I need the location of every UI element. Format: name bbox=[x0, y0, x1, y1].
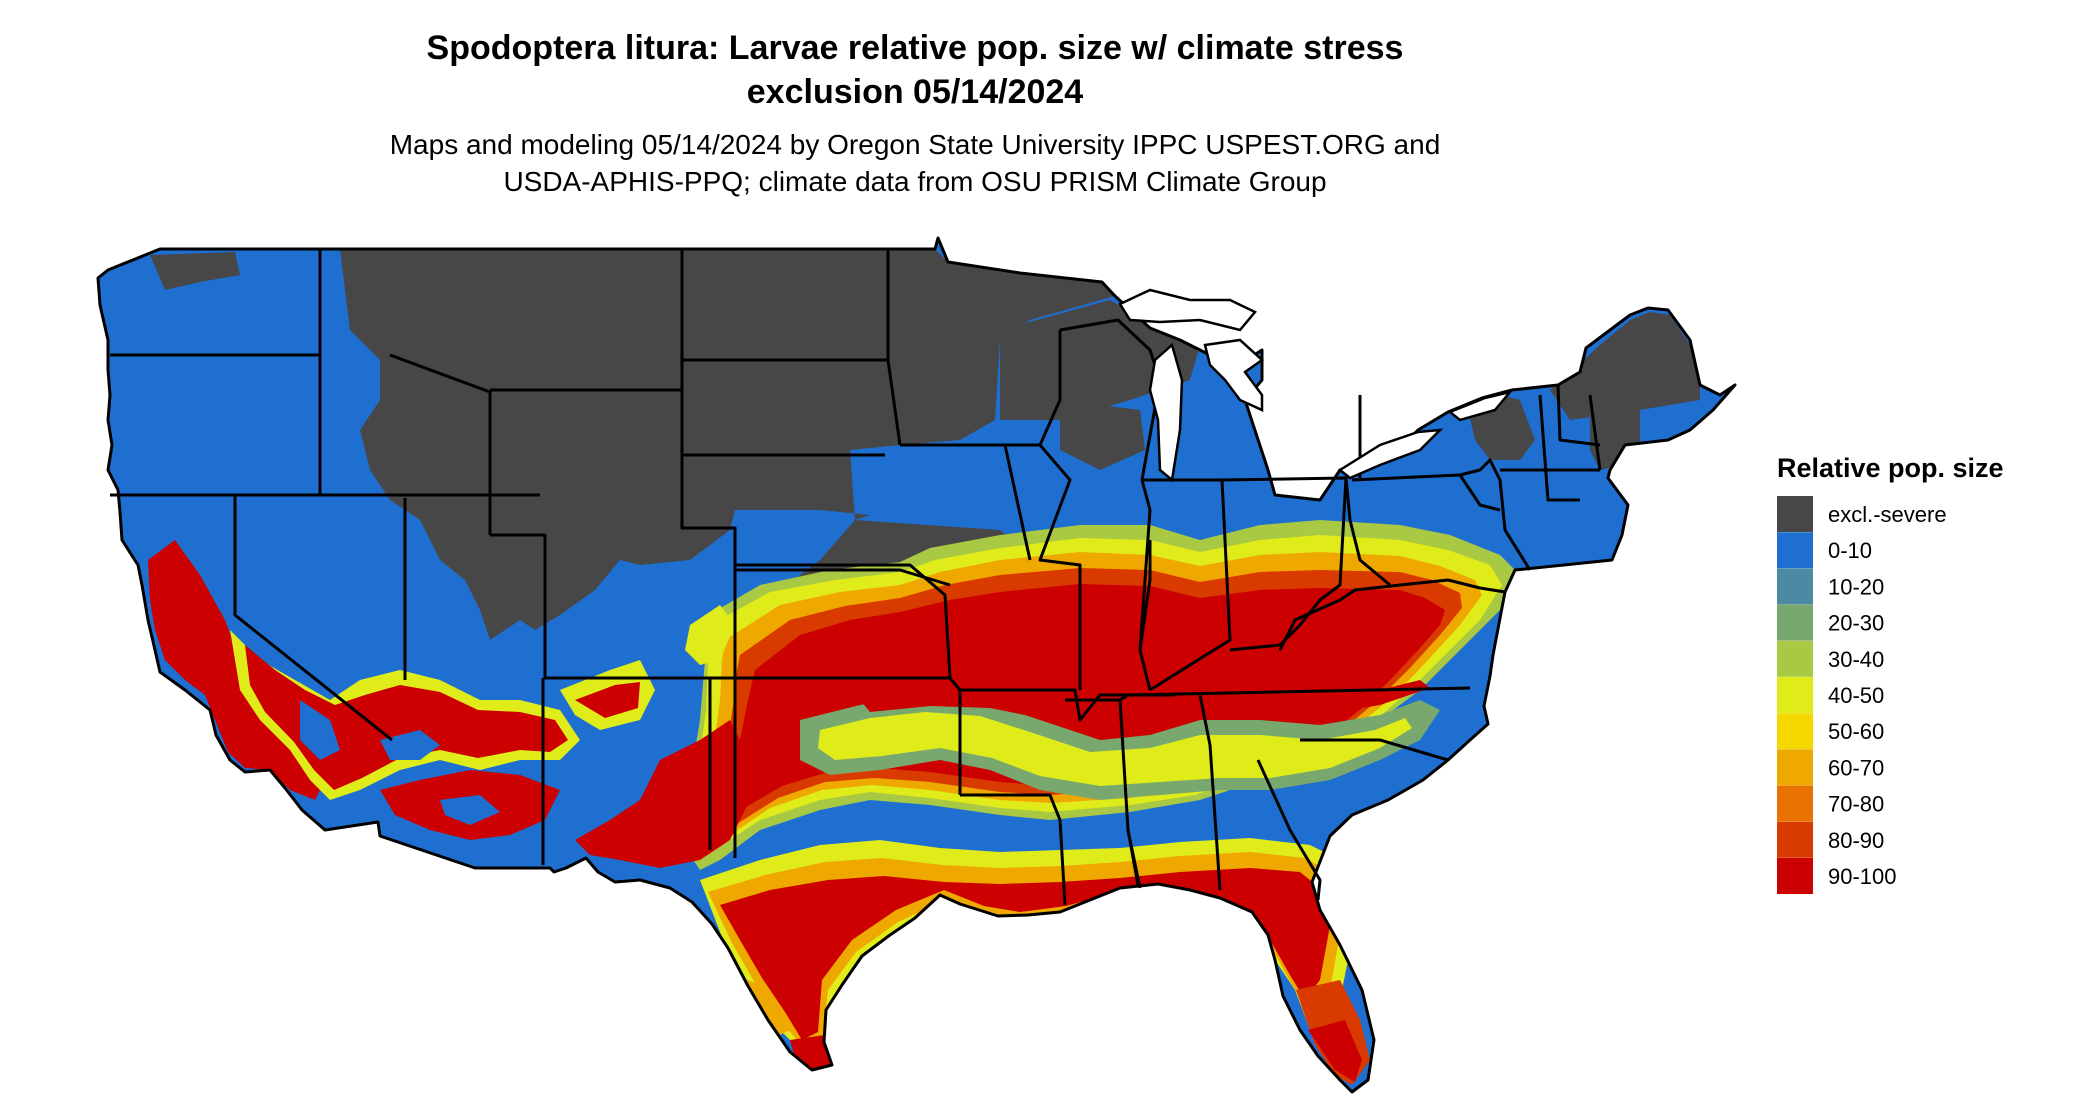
legend-swatch bbox=[1777, 749, 1813, 786]
legend-item: 40-50 bbox=[1777, 677, 1884, 713]
legend-item: 30-40 bbox=[1777, 640, 1884, 677]
legend-item: 90-100 bbox=[1777, 858, 1897, 894]
legend-swatch bbox=[1777, 821, 1813, 858]
legend-swatch bbox=[1777, 532, 1813, 569]
legend-label: 80-90 bbox=[1828, 828, 1884, 853]
legend-label: 90-100 bbox=[1828, 864, 1897, 889]
legend-item: excl.-severe bbox=[1777, 496, 1947, 532]
legend-item: 20-30 bbox=[1777, 604, 1884, 641]
legend-title: Relative pop. size bbox=[1777, 453, 2004, 483]
legend: excl.-severe 0-10 10-20 20-30 30-40 40-50 50-6… bbox=[1777, 496, 1947, 894]
legend-label: 20-30 bbox=[1828, 611, 1884, 636]
legend-label: 40-50 bbox=[1828, 683, 1884, 708]
legend-label: 0-10 bbox=[1828, 538, 1872, 563]
map-title-line-1: Spodoptera litura: Larvae relative pop. … bbox=[426, 29, 1404, 67]
legend-item: 10-20 bbox=[1777, 568, 1884, 605]
legend-swatch bbox=[1777, 496, 1813, 532]
legend-swatch bbox=[1777, 604, 1813, 641]
legend-item: 70-80 bbox=[1777, 785, 1884, 822]
legend-swatch bbox=[1777, 640, 1813, 677]
legend-item: 60-70 bbox=[1777, 749, 1884, 786]
legend-label: 50-60 bbox=[1828, 719, 1884, 744]
legend-swatch bbox=[1777, 677, 1813, 713]
map-subtitle-line-2: USDA-APHIS-PPQ; climate data from OSU PR… bbox=[503, 166, 1327, 197]
legend-label: excl.-severe bbox=[1828, 502, 1947, 527]
legend-swatch bbox=[1777, 858, 1813, 894]
legend-item: 0-10 bbox=[1777, 532, 1872, 569]
legend-item: 80-90 bbox=[1777, 821, 1884, 858]
legend-label: 60-70 bbox=[1828, 755, 1884, 780]
legend-swatch bbox=[1777, 785, 1813, 822]
map-title-line-2: exclusion 05/14/2024 bbox=[746, 73, 1084, 111]
legend-swatch bbox=[1777, 568, 1813, 605]
legend-label: 10-20 bbox=[1828, 574, 1884, 599]
legend-swatch bbox=[1777, 713, 1813, 750]
legend-label: 30-40 bbox=[1828, 647, 1884, 672]
legend-label: 70-80 bbox=[1828, 792, 1884, 817]
map-subtitle-line-1: Maps and modeling 05/14/2024 by Oregon S… bbox=[389, 129, 1441, 160]
legend-item: 50-60 bbox=[1777, 713, 1884, 750]
